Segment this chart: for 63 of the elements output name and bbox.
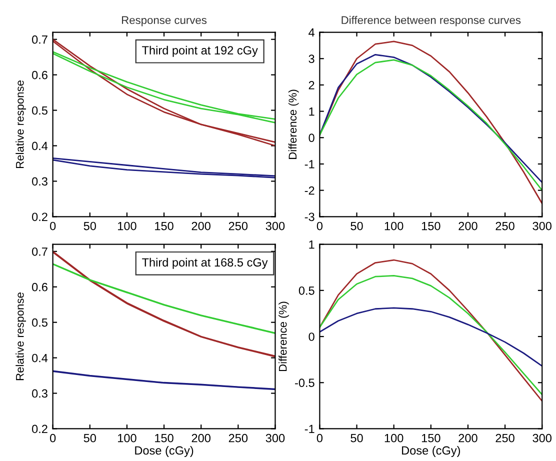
y-tick-label: 0.5 bbox=[298, 286, 314, 295]
y-tick-label: 1 bbox=[309, 107, 314, 116]
y-tick-label: 0.5 bbox=[32, 106, 48, 115]
x-tick-label: 50 bbox=[350, 222, 363, 230]
chart-title: Response curves bbox=[122, 16, 207, 26]
x-tick-label: 250 bbox=[496, 222, 514, 230]
y-tick-label: 3 bbox=[308, 54, 314, 64]
x-tick-label: 50 bbox=[350, 434, 363, 442]
x-tick-label: 0 bbox=[316, 434, 323, 442]
y-tick-label: 0.3 bbox=[32, 389, 48, 398]
annotation: Third point at 192 cGy bbox=[142, 46, 258, 57]
x-tick-label: 0 bbox=[316, 222, 323, 230]
y-tick-label: 0.4 bbox=[32, 142, 48, 150]
y-axis-title: Difference (%) bbox=[288, 90, 299, 159]
annotation: Third point at 168.5 cGy bbox=[142, 258, 268, 269]
y-tick-label: -1 bbox=[304, 160, 314, 168]
x-tick-label: 300 bbox=[532, 222, 552, 230]
y-tick-label: -1 bbox=[304, 424, 314, 434]
y-tick-label: 2 bbox=[308, 80, 314, 90]
y-tick-label: -0.5 bbox=[295, 378, 314, 388]
x-tick-label: 300 bbox=[266, 434, 285, 442]
x-tick-label: 50 bbox=[84, 222, 96, 230]
y-axis-title: Difference (%) bbox=[278, 302, 289, 372]
y-tick-label: -2 bbox=[304, 186, 314, 195]
y-tick-label: 0.3 bbox=[32, 177, 48, 186]
y-tick-label: 1 bbox=[309, 240, 314, 249]
x-tick-label: 0 bbox=[50, 434, 56, 442]
x-tick-label: 200 bbox=[458, 434, 478, 442]
x-tick-label: 0 bbox=[50, 222, 56, 230]
x-tick-label: 250 bbox=[496, 434, 514, 442]
x-tick-label: 200 bbox=[192, 222, 210, 230]
y-tick-label: 0.7 bbox=[32, 35, 48, 44]
chart-title: Difference between response curves bbox=[342, 16, 521, 26]
y-tick-label: -3 bbox=[304, 212, 314, 222]
x-tick-label: 250 bbox=[228, 222, 248, 230]
x-tick-label: 150 bbox=[422, 434, 440, 442]
y-axis-title: Relative response bbox=[16, 80, 26, 168]
x-tick-label: 250 bbox=[228, 434, 248, 442]
x-tick-label: 300 bbox=[532, 434, 552, 442]
y-tick-label: 0.2 bbox=[32, 424, 48, 434]
x-tick-label: 300 bbox=[266, 222, 285, 230]
x-tick-label: 100 bbox=[118, 434, 136, 442]
y-tick-label: 0.6 bbox=[32, 282, 48, 292]
x-tick-label: 200 bbox=[458, 222, 478, 230]
x-tick-label: 100 bbox=[118, 222, 136, 230]
x-axis-title: Dose (cGy) bbox=[135, 446, 194, 457]
y-tick-label: 0 bbox=[308, 134, 314, 142]
y-tick-label: 0.7 bbox=[32, 247, 48, 256]
y-tick-label: 0.6 bbox=[32, 70, 48, 80]
y-tick-label: 0.4 bbox=[32, 354, 48, 362]
x-tick-label: 200 bbox=[192, 434, 210, 442]
x-tick-label: 150 bbox=[422, 222, 440, 230]
y-axis-title: Relative response bbox=[16, 292, 26, 380]
x-tick-label: 50 bbox=[84, 434, 96, 442]
x-axis-title: Dose (cGy) bbox=[402, 446, 460, 457]
y-tick-label: 0.2 bbox=[32, 212, 48, 222]
x-tick-label: 100 bbox=[384, 222, 404, 230]
y-tick-label: 0 bbox=[308, 332, 314, 341]
y-tick-label: 4 bbox=[308, 28, 314, 37]
x-tick-label: 150 bbox=[155, 222, 174, 230]
x-tick-label: 150 bbox=[155, 434, 174, 442]
y-tick-label: 0.5 bbox=[32, 318, 48, 327]
x-tick-label: 100 bbox=[384, 434, 404, 442]
